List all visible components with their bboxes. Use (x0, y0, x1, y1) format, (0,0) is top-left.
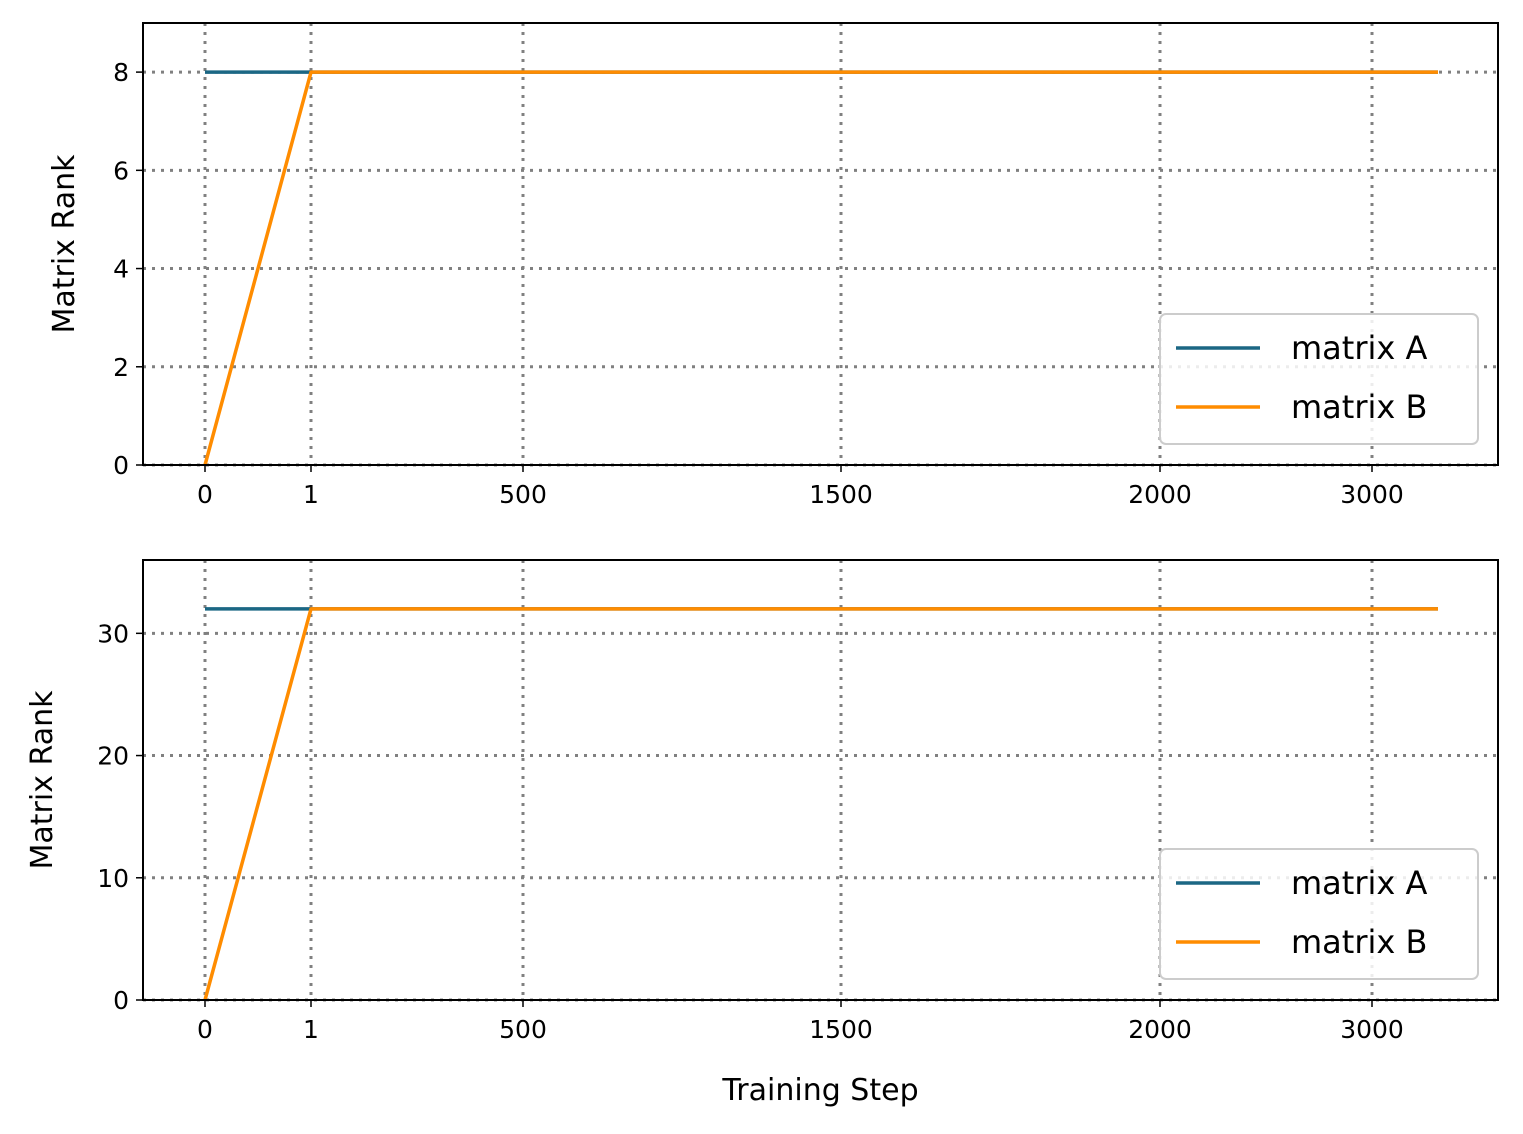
legend-label: matrix B (1291, 388, 1427, 426)
x-tick-label: 1500 (809, 1015, 873, 1044)
y-tick-label: 30 (97, 619, 129, 648)
y-axis-label: Matrix Rank (47, 154, 82, 334)
y-tick-label: 8 (113, 58, 129, 87)
y-tick-label: 0 (113, 451, 129, 480)
y-tick-label: 6 (113, 156, 129, 185)
x-axis-label: Training Step (721, 1073, 918, 1108)
y-tick-label: 10 (97, 864, 129, 893)
x-tick-label: 1 (303, 1015, 319, 1044)
plot-frame (142, 559, 1499, 1001)
y-tick-label: 0 (113, 986, 129, 1015)
plot-frame (142, 22, 1499, 466)
x-tick-label: 1500 (809, 480, 873, 509)
y-tick-label: 20 (97, 742, 129, 771)
x-tick-label: 3000 (1340, 480, 1404, 509)
legend: matrix A matrix B (1159, 313, 1479, 445)
series-line-matrix-b (203, 70, 1438, 466)
x-tick-label: 1 (303, 480, 319, 509)
x-tick-label: 2000 (1128, 1015, 1192, 1044)
legend-label: matrix B (1291, 923, 1427, 961)
series-line-matrix-b (203, 607, 1438, 1001)
legend: matrix A matrix B (1159, 848, 1479, 980)
x-tick-label: 0 (197, 480, 213, 509)
x-tick-label: 3000 (1340, 1015, 1404, 1044)
x-tick-label: 2000 (1128, 480, 1192, 509)
y-tick-label: 2 (113, 353, 129, 382)
y-tick-label: 4 (113, 255, 129, 284)
legend-label: matrix A (1291, 864, 1427, 902)
x-tick-label: 500 (499, 1015, 547, 1044)
x-tick-label: 0 (197, 1015, 213, 1044)
legend-label: matrix A (1291, 329, 1427, 367)
y-axis-label: Matrix Rank (25, 690, 60, 870)
x-tick-label: 500 (499, 480, 547, 509)
